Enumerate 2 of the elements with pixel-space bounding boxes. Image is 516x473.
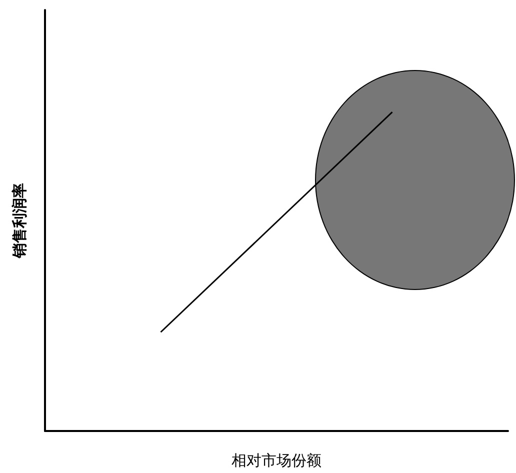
y-axis-title: 销售利润率	[10, 183, 28, 259]
x-axis-title: 相对市场份额	[232, 452, 322, 470]
